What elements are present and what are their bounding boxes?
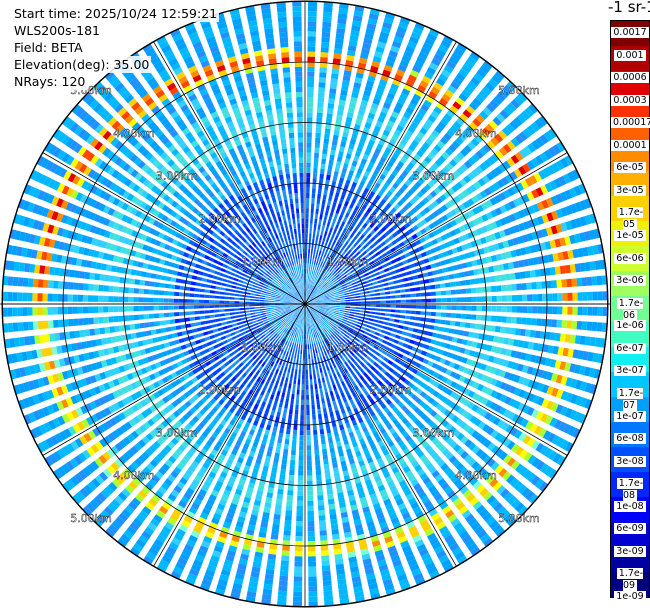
- range-label: 2.00km: [199, 212, 241, 225]
- colorbar-label: 6e-09: [614, 523, 646, 535]
- range-label: 3.00km: [156, 426, 198, 439]
- range-label: 3.00km: [413, 170, 455, 183]
- range-labels: 1.00km 1.00km 1.00km 1.00km 2.00km 2.00km 2.00…: [70, 84, 540, 525]
- range-label: 1.00km: [327, 341, 369, 354]
- range-label: 4.00km: [113, 469, 155, 482]
- colorbar-label: 1.7e-08: [616, 478, 644, 502]
- colorbar-label: 1e-08: [614, 500, 646, 512]
- nrays: NRays: 120: [12, 73, 88, 90]
- colorbar-label: 0.0003: [611, 94, 649, 106]
- range-label: 1.00km: [241, 255, 283, 268]
- start-time: Start time: 2025/10/24 12:59:21: [12, 5, 220, 22]
- range-label: 5.00km: [70, 512, 112, 525]
- range-label: 2.00km: [370, 212, 412, 225]
- colorbar-label: 6e-08: [614, 433, 646, 445]
- range-label: 5.00km: [498, 512, 540, 525]
- colorbar-label: 1.7e-05: [616, 207, 644, 231]
- colorbar-label: 0.0006: [611, 72, 649, 84]
- azimuth-line: [153, 41, 306, 305]
- range-label: 4.00km: [113, 127, 155, 140]
- colorbar-label: 1.7e-09: [616, 568, 644, 592]
- elevation: Elevation(deg): 35.00: [12, 56, 152, 73]
- azimuth-line: [42, 303, 306, 456]
- colorbar-label: 1e-09: [614, 591, 646, 602]
- azimuth-line: [304, 41, 457, 305]
- colorbar-label: 1.7e-06: [616, 297, 644, 321]
- colorbar-label: 6e-05: [614, 162, 646, 174]
- instrument-name: WLS200s-181: [12, 22, 102, 39]
- colorbar-label: 1e-07: [614, 410, 646, 422]
- azimuth-line: [304, 152, 568, 305]
- colorbar-label: 3e-06: [614, 275, 646, 287]
- colorbar-label: 0.0017: [611, 27, 649, 38]
- colorbar-label: 1e-06: [614, 320, 646, 332]
- azimuth-line: [304, 303, 457, 567]
- colorbar-label: 6e-06: [614, 252, 646, 264]
- colorbar: 0.0017 0.001 0.0006 0.0003 0.00017 0.0001 6e-0…: [610, 20, 650, 602]
- range-label: 3.00km: [413, 426, 455, 439]
- radar-rays: [2, 1, 608, 607]
- range-label: 3.00km: [156, 170, 198, 183]
- azimuth-line: [153, 303, 306, 567]
- colorbar-label: 3e-08: [614, 455, 646, 467]
- colorbar-label: 6e-07: [614, 342, 646, 354]
- azimuth-line: [304, 303, 568, 456]
- colorbar-label: 0.001: [614, 49, 646, 61]
- colorbar-label: 1e-05: [614, 230, 646, 242]
- range-label: 2.00km: [199, 384, 241, 397]
- range-label: 2.00km: [370, 384, 412, 397]
- range-label: 1.00km: [327, 255, 369, 268]
- azimuth-line: [42, 152, 306, 305]
- range-label: 1.00km: [241, 341, 283, 354]
- field-name: Field: BETA: [12, 39, 85, 56]
- colorbar-label: 0.00017: [611, 117, 650, 129]
- colorbar-label: 3e-09: [614, 545, 646, 557]
- range-label: 4.00km: [455, 127, 497, 140]
- colorbar-title: -1 sr-1: [608, 0, 650, 16]
- scan-info: Start time: 2025/10/24 12:59:21 WLS200s-…: [12, 5, 220, 90]
- colorbar-label: 3e-07: [614, 365, 646, 377]
- ppi-scan-plot: 1.00km 1.00km 1.00km 1.00km 2.00km 2.00km 2.00…: [0, 0, 610, 608]
- range-label: 5.00km: [498, 84, 540, 97]
- colorbar-label: 3e-05: [614, 184, 646, 196]
- range-label: 4.00km: [455, 469, 497, 482]
- azimuth-spokes: [0, 1, 610, 607]
- colorbar-label: 1.7e-07: [616, 387, 644, 411]
- colorbar-label: 0.0001: [611, 139, 649, 151]
